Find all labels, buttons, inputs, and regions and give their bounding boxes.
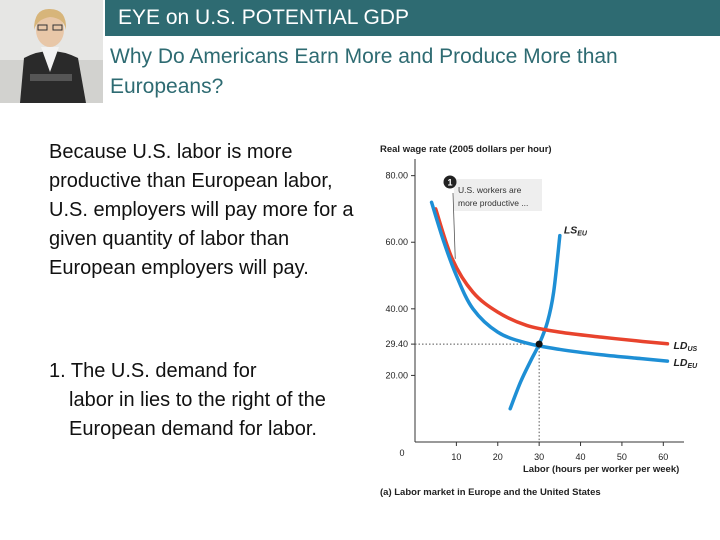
- annotation-number: 1: [447, 178, 452, 188]
- chart-caption: (a) Labor market in Europe and the Unite…: [380, 487, 601, 498]
- plot-area: 20.00 29.40 40.00 60.00 80.00 0 10 20 30 40 50 60 LS…: [385, 159, 698, 462]
- x-tick-label: 0: [399, 448, 404, 458]
- curve-label-ls-eu: LSEU: [564, 225, 588, 238]
- point-1: 1. The U.S. demand for labor in lies to …: [49, 357, 339, 444]
- annotation-pointer: [452, 192, 456, 259]
- y-tick-label: 40.00: [385, 304, 408, 314]
- y-tick-label: 20.00: [385, 370, 408, 380]
- annotation-line-2: more productive ...: [458, 198, 528, 208]
- x-tick-label: 30: [534, 452, 544, 462]
- explanation-paragraph: Because U.S. labor is more productive th…: [49, 141, 354, 279]
- slide-title: EYE on U.S. POTENTIAL GDP: [118, 6, 409, 29]
- x-tick-label: 60: [658, 452, 668, 462]
- point-rest: labor in lies to the right of the Europe…: [69, 389, 326, 440]
- chart-title: Real wage rate (2005 dollars per hour): [380, 144, 552, 155]
- point-first-line: The U.S. demand for: [70, 360, 257, 382]
- curve-ld-us: [433, 207, 670, 346]
- x-tick-label: 50: [617, 452, 627, 462]
- x-tick-label: 40: [576, 452, 586, 462]
- curve-ld-eu: [429, 200, 670, 363]
- equilibrium-point: [535, 340, 543, 348]
- slide-subtitle: Why Do Americans Earn More and Produce M…: [110, 45, 618, 98]
- y-tick-label: 29.40: [385, 339, 408, 349]
- businesswoman-photo: [0, 0, 103, 103]
- y-tick-label: 60.00: [385, 237, 408, 247]
- curve-label-ld-eu: LDEU: [673, 357, 698, 370]
- annotation-badge: [443, 175, 457, 189]
- x-tick-label: 10: [451, 452, 461, 462]
- x-axis-label: Labor (hours per worker per week): [523, 464, 679, 475]
- x-tick-label: 20: [493, 452, 503, 462]
- curve-label-ld-us: LDUS: [673, 340, 697, 353]
- point-number: 1.: [49, 360, 66, 382]
- y-tick-label: 80.00: [385, 171, 408, 181]
- labor-market-chart: Real wage rate (2005 dollars per hour) 2…: [380, 144, 698, 498]
- annotation-box: [454, 179, 542, 211]
- annotation-line-1: U.S. workers are: [458, 185, 522, 195]
- header-bar: [105, 0, 720, 36]
